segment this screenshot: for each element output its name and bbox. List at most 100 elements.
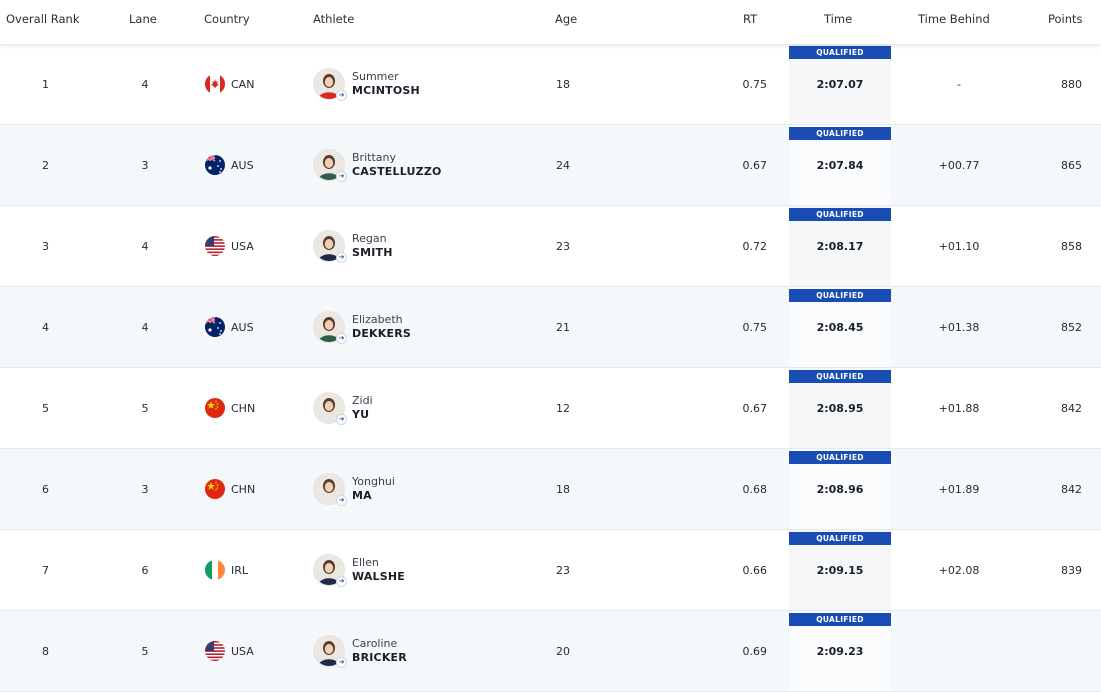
athlete-avatar[interactable]: ➔ — [313, 473, 347, 506]
rt-value: 0.69 — [742, 644, 768, 658]
athlete-last-name: WALSHE — [352, 570, 406, 583]
table-row-4[interactable]: QUALIFIED 4 4 AUS ➔ Elizabeth — [0, 287, 1101, 368]
athlete-name[interactable]: Ellen WALSHE — [352, 556, 405, 584]
athlete-avatar[interactable]: ➔ — [313, 68, 347, 101]
arrow-right-icon[interactable]: ➔ — [336, 414, 347, 425]
points-cell: 839 — [1020, 530, 1082, 610]
header-age[interactable]: Age — [555, 12, 578, 26]
header-rt[interactable]: RT — [743, 12, 758, 26]
athlete-first-name: Brittany — [352, 151, 396, 164]
header-points[interactable]: Points — [1048, 12, 1083, 26]
time-behind-value: +01.89 — [938, 482, 980, 496]
athlete-name[interactable]: Regan SMITH — [352, 232, 393, 260]
country-code: CHN — [231, 482, 256, 496]
qualified-label: QUALIFIED — [816, 291, 864, 300]
country-code: IRL — [231, 563, 249, 577]
lane-cell: 3 — [105, 449, 185, 529]
country-cell: AUS — [205, 287, 305, 367]
athlete-avatar[interactable]: ➔ — [313, 392, 347, 425]
time-value: 2:08.45 — [816, 320, 864, 334]
age-cell: 20 — [556, 611, 596, 691]
athlete-avatar[interactable]: ➔ — [313, 554, 347, 587]
time-value: 2:08.17 — [816, 239, 864, 253]
athlete-name[interactable]: Caroline BRICKER — [352, 637, 407, 665]
arrow-right-icon[interactable]: ➔ — [336, 333, 347, 344]
athlete-avatar[interactable]: ➔ — [313, 635, 347, 668]
athlete-cell[interactable]: ➔ Elizabeth DEKKERS — [313, 287, 533, 367]
header-lane[interactable]: Lane — [129, 12, 157, 26]
rank-cell: 1 — [0, 44, 91, 124]
table-row-7[interactable]: QUALIFIED 7 6 IRL ➔ Ellen W — [0, 530, 1101, 611]
time-value: 2:08.96 — [816, 482, 864, 496]
arrow-right-icon[interactable]: ➔ — [336, 252, 347, 263]
rank-value: 5 — [42, 401, 49, 415]
athlete-cell[interactable]: ➔ Ellen WALSHE — [313, 530, 533, 610]
athlete-cell[interactable]: ➔ Zidi YU — [313, 368, 533, 448]
rank-cell: 4 — [0, 287, 91, 367]
points-cell: 852 — [1020, 287, 1082, 367]
time-behind-value: +01.38 — [938, 320, 980, 334]
avatar-photo — [313, 635, 345, 667]
athlete-last-name: DEKKERS — [352, 327, 411, 340]
header-time[interactable]: Time — [824, 12, 853, 26]
age-cell: 21 — [556, 287, 596, 367]
arrow-right-icon[interactable]: ➔ — [336, 495, 347, 506]
table-row-1[interactable]: QUALIFIED 1 4 CAN ➔ Summer — [0, 44, 1101, 125]
lane-cell: 3 — [105, 125, 185, 205]
table-row-3[interactable]: QUALIFIED 3 4 USA ➔ Regan S — [0, 206, 1101, 287]
rt-cell: 0.67 — [700, 125, 768, 205]
age-value: 24 — [556, 158, 570, 172]
athlete-name[interactable]: Yonghui MA — [352, 475, 395, 503]
athlete-first-name: Yonghui — [352, 475, 395, 488]
age-value: 23 — [556, 563, 570, 577]
arrow-right-icon[interactable]: ➔ — [336, 576, 347, 587]
table-row-2[interactable]: QUALIFIED 2 3 AUS ➔ Brittany — [0, 125, 1101, 206]
athlete-name[interactable]: Summer MCINTOSH — [352, 70, 420, 98]
country-cell: IRL — [205, 530, 305, 610]
points-value: 858 — [1061, 239, 1082, 253]
points-cell: 865 — [1020, 125, 1082, 205]
table-row-5[interactable]: QUALIFIED 5 5 CHN ➔ Zidi YU — [0, 368, 1101, 449]
age-value: 18 — [556, 77, 570, 91]
header-overall-rank[interactable]: Overall Rank — [6, 12, 80, 26]
arrow-right-icon[interactable]: ➔ — [336, 171, 347, 182]
table-header: Overall Rank Lane Country Athlete Age RT… — [0, 0, 1101, 44]
qualified-badge: QUALIFIED — [789, 127, 891, 140]
athlete-last-name: BRICKER — [352, 651, 407, 664]
header-time-behind[interactable]: Time Behind — [918, 12, 990, 26]
arrow-right-icon[interactable]: ➔ — [336, 90, 347, 101]
lane-value: 5 — [141, 644, 149, 658]
athlete-name[interactable]: Brittany CASTELLUZZO — [352, 151, 442, 179]
table-row-6[interactable]: QUALIFIED 6 3 CHN ➔ Yonghui — [0, 449, 1101, 530]
lane-value: 6 — [141, 563, 149, 577]
points-value: 852 — [1061, 320, 1082, 334]
country-cell: USA — [205, 206, 305, 286]
athlete-cell[interactable]: ➔ Summer MCINTOSH — [313, 44, 533, 124]
athlete-avatar[interactable]: ➔ — [313, 230, 347, 263]
athlete-avatar[interactable]: ➔ — [313, 311, 347, 344]
athlete-cell[interactable]: ➔ Yonghui MA — [313, 449, 533, 529]
rank-value: 1 — [42, 77, 49, 91]
athlete-name[interactable]: Elizabeth DEKKERS — [352, 313, 411, 341]
arrow-right-icon[interactable]: ➔ — [336, 657, 347, 668]
lane-value: 3 — [141, 482, 149, 496]
athlete-avatar[interactable]: ➔ — [313, 149, 347, 182]
ireland-flag-icon — [205, 560, 225, 580]
qualified-label: QUALIFIED — [816, 210, 864, 219]
athlete-cell[interactable]: ➔ Caroline BRICKER — [313, 611, 533, 691]
header-athlete[interactable]: Athlete — [313, 12, 355, 26]
table-row-8[interactable]: QUALIFIED 8 5 USA ➔ Caroline — [0, 611, 1101, 692]
rank-value: 2 — [42, 158, 49, 172]
rt-cell: 0.72 — [700, 206, 768, 286]
time-behind-value: +02.08 — [938, 563, 980, 577]
athlete-first-name: Regan — [352, 232, 387, 245]
athlete-cell[interactable]: ➔ Brittany CASTELLUZZO — [313, 125, 533, 205]
header-country[interactable]: Country — [204, 12, 250, 26]
athlete-cell[interactable]: ➔ Regan SMITH — [313, 206, 533, 286]
athlete-name[interactable]: Zidi YU — [352, 394, 373, 422]
table-body: QUALIFIED 1 4 CAN ➔ Summer — [0, 44, 1101, 692]
athlete-first-name: Elizabeth — [352, 313, 403, 326]
lane-value: 4 — [141, 239, 149, 253]
time-behind-cell — [905, 611, 1013, 691]
points-cell: 880 — [1020, 44, 1082, 124]
